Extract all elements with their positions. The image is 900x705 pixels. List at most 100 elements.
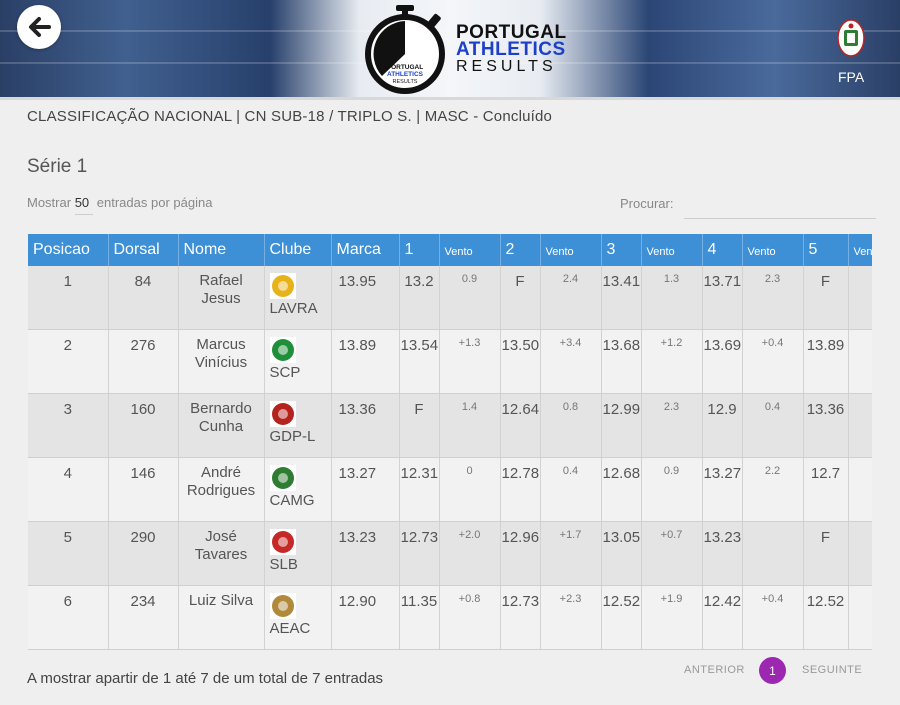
entries-per-page-select[interactable]: 50: [74, 195, 94, 215]
logo-wordmark: PORTUGAL ATHLETICS RESULTS: [456, 23, 567, 75]
attempt-mark-cell: 13.23: [702, 521, 743, 586]
dorsal-cell: 290: [108, 521, 179, 586]
position-cell: 3: [28, 393, 109, 458]
column-header-vento[interactable]: Vento: [742, 234, 804, 266]
wind-cell: -0.0: [540, 649, 602, 650]
wind-cell: 0.9: [641, 457, 703, 522]
entries-length-control: Mostrar 50 entradas por página: [27, 195, 212, 215]
club-code: GDP-L: [269, 428, 316, 445]
attempt-mark-cell: F: [803, 266, 849, 330]
search-input[interactable]: [684, 192, 876, 219]
dorsal-cell: 146: [108, 457, 179, 522]
dorsal-cell: 234: [108, 585, 179, 650]
wind-cell: +0.7: [641, 521, 703, 586]
pagination-page-button[interactable]: 1: [759, 657, 786, 684]
pagination-next-button[interactable]: SEGUINTE: [802, 664, 863, 676]
club-logo-icon: [269, 529, 296, 555]
column-header-clube[interactable]: Clube: [264, 234, 332, 266]
wind-cell: +1.9: [641, 585, 703, 650]
column-header-1[interactable]: 1: [399, 234, 440, 266]
club-code: SCP: [269, 364, 301, 381]
dorsal-cell: 346: [108, 649, 179, 650]
wind-cell: [848, 457, 872, 522]
attempt-mark-cell: F: [500, 266, 541, 330]
attempt-mark-cell: 11.35: [399, 585, 440, 650]
column-header-dorsal[interactable]: Dorsal: [108, 234, 179, 266]
banner-stripe: [0, 62, 900, 64]
best-mark-cell: 13.23: [331, 521, 400, 586]
table-row[interactable]: 2 276 Marcus Vinícius SCP 13.89 13.54 +1.3 13.5…: [28, 329, 872, 394]
attempt-mark-cell: 12.52: [601, 585, 642, 650]
athlete-name-cell: Bernardo Cunha: [178, 393, 265, 458]
wind-cell: +: [848, 585, 872, 650]
attempt-mark-cell: 13.69: [702, 329, 743, 394]
table-header-row: Posicao Dorsal Nome Clube Marca 1 Vento 2 Vento 3…: [28, 234, 872, 266]
attempt-mark-cell: F: [702, 649, 743, 650]
table-row[interactable]: 1 84 Rafael Jesus LAVRA 13.95 13.2 0.9 F 2.4 13.4…: [28, 266, 872, 330]
wind-cell: 2.6: [641, 649, 703, 650]
fpa-crest-icon[interactable]: [836, 18, 866, 58]
attempt-mark-cell: 13.68: [601, 329, 642, 394]
wind-cell: +2.0: [439, 521, 501, 586]
column-header-5[interactable]: 5: [803, 234, 849, 266]
column-header-3[interactable]: 3: [601, 234, 642, 266]
wind-cell: [742, 521, 804, 586]
best-mark-cell: 13.89: [331, 329, 400, 394]
wind-cell: +1.3: [439, 329, 501, 394]
athlete-name-cell: Luiz Silva: [178, 585, 265, 650]
length-suffix: entradas por página: [96, 195, 213, 210]
attempt-mark-cell: 13.27: [702, 457, 743, 522]
club-logo-icon: [269, 273, 296, 299]
club-cell: CAMG: [264, 457, 332, 522]
position-cell: 4: [28, 457, 109, 522]
back-button[interactable]: [17, 5, 61, 49]
column-header-marca[interactable]: Marca: [331, 234, 400, 266]
logo-inner-results: RESULTS: [393, 79, 418, 85]
attempt-mark-cell: 13.36: [803, 393, 849, 458]
column-header-2[interactable]: 2: [500, 234, 541, 266]
position-cell: 5: [28, 521, 109, 586]
column-header-nome[interactable]: Nome: [178, 234, 265, 266]
column-header-vento[interactable]: Vento: [540, 234, 602, 266]
results-table-container[interactable]: Posicao Dorsal Nome Clube Marca 1 Vento 2 Vento 3…: [28, 234, 872, 650]
column-header-vento[interactable]: Vento: [641, 234, 703, 266]
length-prefix: Mostrar: [27, 195, 72, 210]
attempt-mark-cell: 12.68: [601, 457, 642, 522]
attempt-mark-cell: 12.9: [702, 393, 743, 458]
position-cell: 1: [28, 266, 109, 330]
column-header-vento[interactable]: Vento: [439, 234, 501, 266]
table-info: A mostrar apartir de 1 até 7 de um total…: [27, 670, 384, 687]
table-row[interactable]: 6 234 Luiz Silva AEAC 12.90 11.35 +0.8 12.73 +2.…: [28, 585, 872, 650]
pagination-previous-button[interactable]: ANTERIOR: [684, 664, 745, 676]
athlete-name-cell: André Rodrigues: [178, 457, 265, 522]
attempt-mark-cell: 13.05: [601, 521, 642, 586]
athlete-name-cell: José Tavares: [178, 521, 265, 586]
attempt-mark-cell: 12.52: [803, 585, 849, 650]
column-header-vento[interactable]: Vento: [848, 234, 872, 266]
attempt-mark-cell: 12.96: [500, 521, 541, 586]
wind-cell: +1.7: [540, 521, 602, 586]
attempt-mark-cell: F: [500, 649, 541, 650]
attempt-mark-cell: 12.42: [702, 585, 743, 650]
attempt-mark-cell: 13.89: [803, 329, 849, 394]
column-header-posicao[interactable]: Posicao: [28, 234, 109, 266]
position-cell: 7: [28, 649, 109, 650]
table-row[interactable]: 5 290 José Tavares SLB 13.23 12.73 +2.0 12.96 +1…: [28, 521, 872, 586]
table-row[interactable]: 3 160 Bernardo Cunha GDP-L 13.36 F 1.4 12.64 0.8…: [28, 393, 872, 458]
wind-cell: [848, 521, 872, 586]
attempt-mark-cell: 12.99: [601, 393, 642, 458]
page-title: CLASSIFICAÇÃO NACIONAL | CN SUB-18 / TRI…: [27, 108, 553, 125]
table-row[interactable]: 7346Ricardo ToméCOP11.3211.323.5F-0.010.…: [28, 649, 872, 650]
attempt-mark-cell: 13.2: [399, 266, 440, 330]
column-header-4[interactable]: 4: [702, 234, 743, 266]
club-logo-icon: [269, 401, 296, 427]
wind-cell: +0.8: [439, 585, 501, 650]
club-cell: LAVRA: [264, 266, 332, 330]
wind-cell: 1.3: [641, 266, 703, 330]
logo-inner-athletics: ATHLETICS: [387, 71, 424, 78]
position-cell: 6: [28, 585, 109, 650]
best-mark-cell: 13.27: [331, 457, 400, 522]
fpa-label: FPA: [838, 69, 865, 85]
table-row[interactable]: 4 146 André Rodrigues CAMG 13.27 12.31 0 12.78 0…: [28, 457, 872, 522]
club-cell: SCP: [264, 329, 332, 394]
